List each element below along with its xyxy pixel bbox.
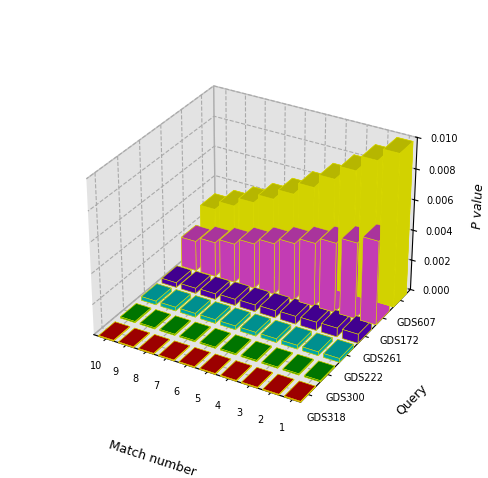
Y-axis label: Query: Query bbox=[394, 381, 430, 417]
X-axis label: Match number: Match number bbox=[107, 438, 198, 478]
